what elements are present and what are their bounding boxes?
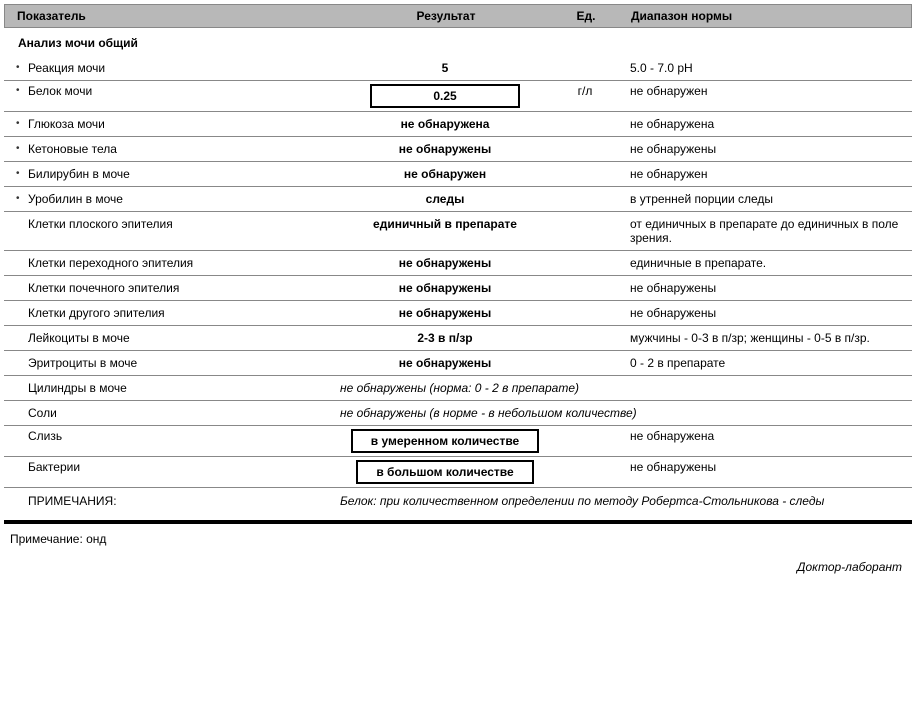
table-header: Показатель Результат Ед. Диапазон нормы (4, 4, 912, 28)
cell-indicator: Слизь (10, 429, 340, 443)
cell-range: не обнаружен (620, 84, 906, 98)
cell-indicator: Эритроциты в моче (10, 356, 340, 370)
results-table: Реакция мочи5 5.0 - 7.0 pH Белок мочи 0.25 г… (4, 56, 912, 488)
cell-indicator: Клетки почечного эпителия (10, 281, 340, 295)
cell-result: 5 (340, 61, 550, 75)
cell-result: 0.25 (340, 84, 550, 108)
table-row: Клетки другого эпителияне обнаруженыне о… (4, 301, 912, 326)
cell-indicator: Бактерии (10, 460, 340, 474)
table-row: Уробилин в мочеследы в утренней порции сл… (4, 187, 912, 212)
cell-indicator: Глюкоза мочи (10, 117, 340, 131)
table-row: Реакция мочи5 5.0 - 7.0 pH (4, 56, 912, 81)
boxed-result: 0.25 (370, 84, 520, 108)
cell-indicator: Реакция мочи (10, 61, 340, 75)
cell-result: в большом количестве (340, 460, 550, 484)
table-row: Билирубин в мочене обнаруженне обнаружен (4, 162, 912, 187)
header-unit: Ед. (551, 9, 621, 23)
cell-indicator: Кетоновые тела (10, 142, 340, 156)
cell-result: следы (340, 192, 550, 206)
cell-indicator: Клетки другого эпителия (10, 306, 340, 320)
boxed-result: в умеренном количестве (351, 429, 539, 453)
cell-result: не обнаружены (340, 281, 550, 295)
cell-range: не обнаружен (620, 167, 906, 181)
header-range: Диапазон нормы (621, 9, 905, 23)
cell-result: 2-3 в п/зр (340, 331, 550, 345)
notes-label: ПРИМЕЧАНИЯ: (10, 494, 340, 508)
header-indicator: Показатель (11, 9, 341, 23)
cell-result: не обнаружены (340, 256, 550, 270)
cell-result: единичный в препарате (340, 217, 550, 231)
table-row: Эритроциты в мочене обнаружены 0 - 2 в пр… (4, 351, 912, 376)
table-row: Клетки переходного эпителияне обнаружены… (4, 251, 912, 276)
header-result: Результат (341, 9, 551, 23)
cell-range: не обнаружены (620, 281, 906, 295)
signature: Доктор-лаборант (4, 560, 912, 574)
cell-range: не обнаружена (620, 429, 906, 443)
cell-range: не обнаружены (620, 142, 906, 156)
cell-range: не обнаружены (620, 460, 906, 474)
table-row: Цилиндры в мочене обнаружены (норма: 0 -… (4, 376, 912, 401)
notes-row: ПРИМЕЧАНИЯ: Белок: при количественном оп… (4, 488, 912, 518)
table-row: Клетки плоского эпителияединичный в преп… (4, 212, 912, 251)
cell-range: не обнаружены (620, 306, 906, 320)
notes-text: Белок: при количественном определении по… (340, 494, 906, 508)
cell-range: 0 - 2 в препарате (620, 356, 906, 370)
separator (4, 520, 912, 524)
table-row: Белок мочи 0.25 г/лне обнаружен (4, 81, 912, 112)
cell-indicator: Соли (10, 406, 340, 420)
cell-range: в утренней порции следы (620, 192, 906, 206)
cell-result: не обнаружены (в норме - в небольшом кол… (340, 406, 906, 420)
table-row: Лейкоциты в моче2-3 в п/зр мужчины - 0-3 … (4, 326, 912, 351)
cell-range: 5.0 - 7.0 pH (620, 61, 906, 75)
table-row: Слизь в умеренном количестве не обнаружена (4, 426, 912, 457)
cell-indicator: Белок мочи (10, 84, 340, 98)
table-row: Глюкоза мочине обнаруженане обнаружена (4, 112, 912, 137)
cell-indicator: Цилиндры в моче (10, 381, 340, 395)
table-row: Кетоновые телане обнаруженыне обнаружены (4, 137, 912, 162)
boxed-result: в большом количестве (356, 460, 533, 484)
cell-indicator: Лейкоциты в моче (10, 331, 340, 345)
cell-indicator: Клетки плоского эпителия (10, 217, 340, 231)
cell-range: от единичных в препарате до единичных в … (620, 217, 906, 245)
cell-result: не обнаружены (норма: 0 - 2 в препарате) (340, 381, 906, 395)
cell-result: не обнаружен (340, 167, 550, 181)
cell-range: мужчины - 0-3 в п/зр; женщины - 0-5 в п/… (620, 331, 906, 345)
cell-result: не обнаружена (340, 117, 550, 131)
cell-indicator: Уробилин в моче (10, 192, 340, 206)
table-row: Бактерии в большом количестве не обнаружен… (4, 457, 912, 488)
cell-indicator: Клетки переходного эпителия (10, 256, 340, 270)
cell-result: не обнаружены (340, 356, 550, 370)
cell-result: в умеренном количестве (340, 429, 550, 453)
cell-result: не обнаружены (340, 306, 550, 320)
cell-range: единичные в препарате. (620, 256, 906, 270)
table-row: Клетки почечного эпителияне обнаруженыне… (4, 276, 912, 301)
cell-range: не обнаружена (620, 117, 906, 131)
cell-result: не обнаружены (340, 142, 550, 156)
cell-indicator: Билирубин в моче (10, 167, 340, 181)
table-row: Солине обнаружены (в норме - в небольшом… (4, 401, 912, 426)
footnote: Примечание: онд (4, 530, 912, 560)
section-title: Анализ мочи общий (4, 28, 912, 56)
cell-unit: г/л (550, 84, 620, 98)
